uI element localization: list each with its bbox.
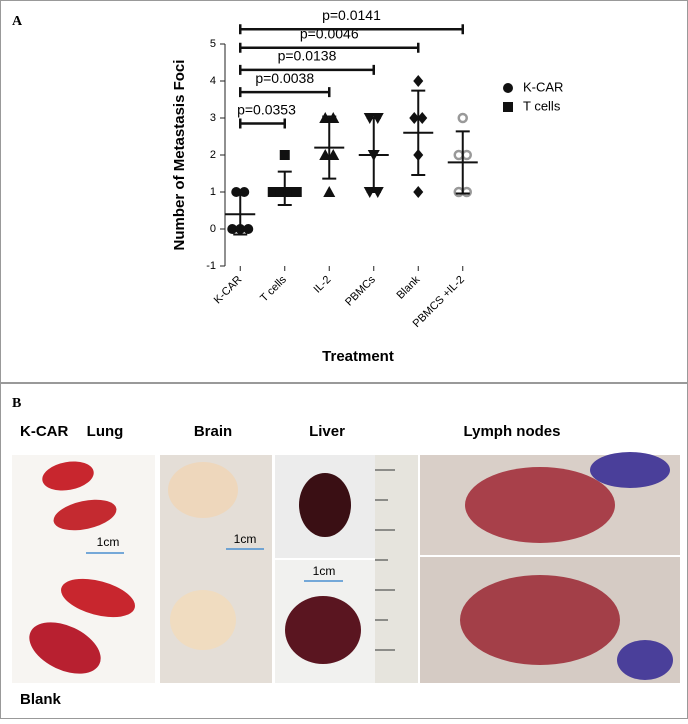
- y-tick-label: 0: [210, 223, 216, 235]
- organ-label: Lymph nodes: [464, 423, 561, 440]
- ruler: [375, 455, 418, 683]
- legend-marker: [503, 83, 513, 93]
- data-point: [227, 224, 238, 234]
- data-point: [417, 112, 428, 124]
- scale-label: 1cm: [234, 532, 257, 546]
- error-bar: [455, 130, 470, 195]
- row-label: Blank: [20, 691, 62, 708]
- y-tick-label: 5: [210, 38, 216, 50]
- significance-bracket: [239, 24, 464, 35]
- panel-label: A: [12, 14, 23, 29]
- data-point: [413, 75, 424, 87]
- data-point: [409, 112, 420, 124]
- legend-marker: [503, 102, 513, 112]
- glove: [590, 452, 670, 488]
- error-bar: [322, 115, 337, 180]
- organ-label: Liver: [309, 423, 345, 440]
- y-tick-label: 3: [210, 112, 216, 124]
- x-axis-title: Treatment: [322, 348, 394, 365]
- data-point: [267, 187, 278, 197]
- p-value: p=0.0046: [300, 25, 359, 41]
- glove: [617, 640, 673, 680]
- error-bar: [233, 192, 248, 236]
- legend-label: T cells: [523, 98, 561, 113]
- y-tick-label: 2: [210, 149, 216, 161]
- brain-tissue: [170, 590, 236, 650]
- legend-label: K-CAR: [523, 79, 563, 94]
- p-value: p=0.0141: [322, 7, 381, 23]
- lung-tissue: [61, 578, 135, 618]
- y-tick-label: -1: [206, 260, 216, 272]
- error-bar: [366, 117, 381, 193]
- significance-bracket: [239, 87, 331, 98]
- scale-label: 1cm: [313, 564, 336, 578]
- data-point: [283, 187, 294, 197]
- scale-label: 1cm: [97, 535, 120, 549]
- error-bar: [411, 89, 426, 176]
- liver-tissue: [299, 473, 351, 537]
- p-value: p=0.0353: [237, 101, 296, 117]
- y-tick-label: 4: [210, 75, 216, 87]
- error-bar: [277, 170, 292, 206]
- organ-label: Brain: [194, 423, 232, 440]
- data-point: [457, 112, 468, 124]
- significance-bracket: [239, 42, 420, 53]
- tissue: [465, 467, 615, 543]
- brain-tissue: [168, 462, 238, 518]
- row-label: K-CAR: [20, 423, 68, 440]
- significance-bracket: [239, 64, 375, 75]
- data-point: [243, 224, 254, 234]
- panel-a-frame: [0, 0, 688, 383]
- data-point: [279, 150, 290, 160]
- p-value: p=0.0138: [278, 48, 337, 64]
- lung-tissue: [42, 461, 94, 491]
- tissue: [460, 575, 620, 665]
- liver-tissue: [285, 596, 361, 664]
- significance-bracket: [239, 118, 286, 129]
- data-point: [323, 186, 336, 197]
- ruler-ticks: [375, 469, 395, 651]
- y-tick-label: 1: [210, 186, 216, 198]
- organ-label: Lung: [87, 423, 124, 440]
- data-point: [291, 187, 302, 197]
- lung-tissue: [29, 622, 101, 674]
- p-value: p=0.0038: [255, 70, 314, 86]
- panel-label: B: [12, 396, 21, 411]
- lung-tissue: [53, 499, 117, 531]
- data-point: [413, 186, 424, 198]
- data-point: [275, 187, 286, 197]
- y-axis-title: Number of Metastasis Foci: [171, 60, 188, 251]
